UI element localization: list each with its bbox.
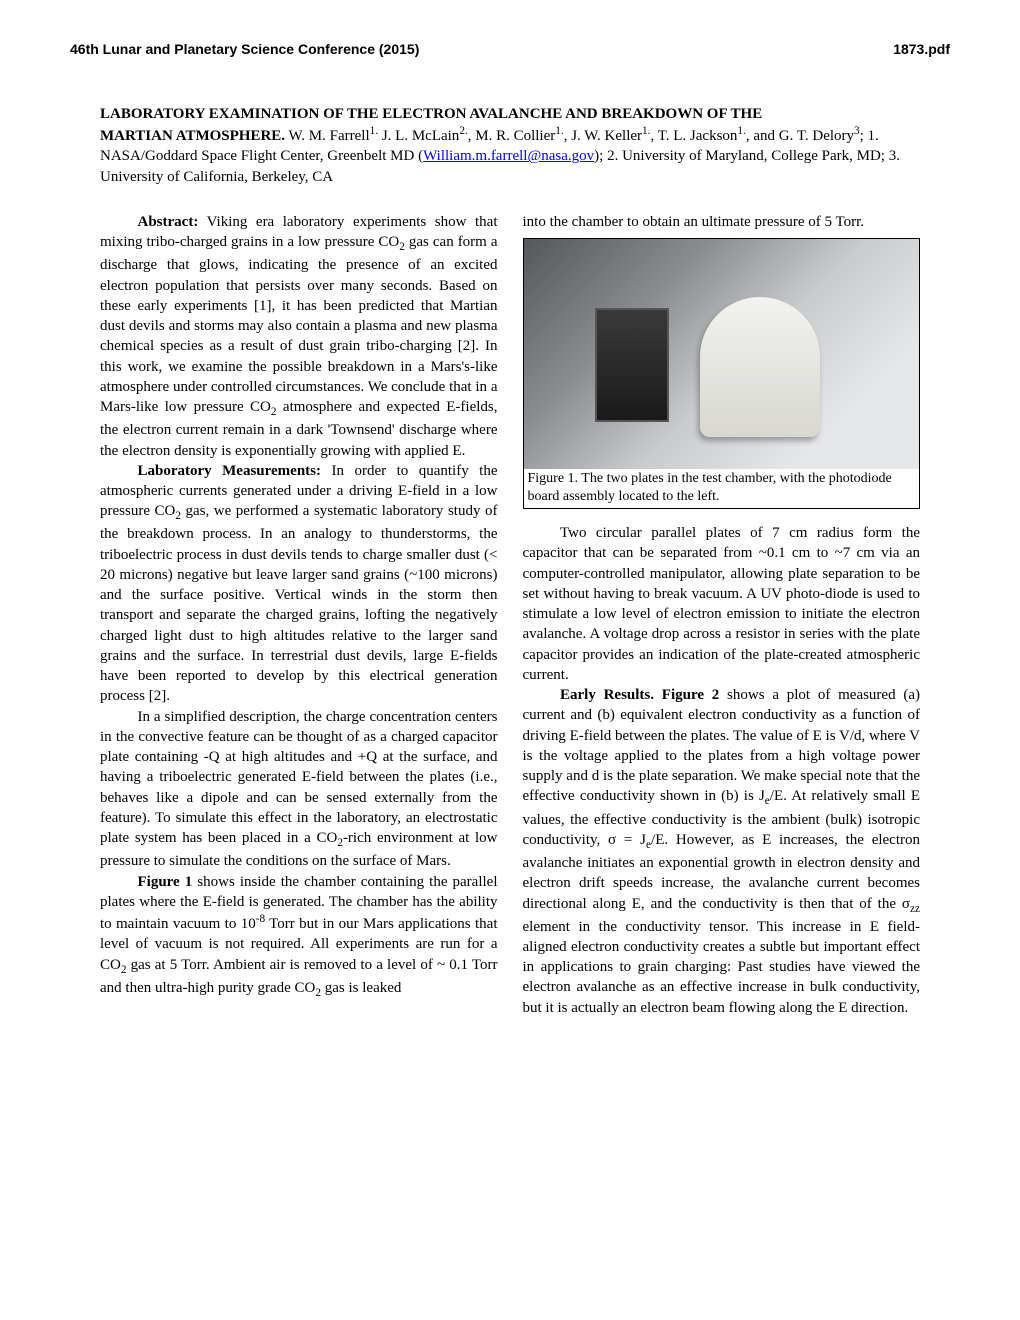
figure1-heading: Figure 1 — [138, 874, 193, 890]
authors-1: W. M. Farrell — [285, 128, 370, 144]
sup3: 1. — [555, 125, 563, 137]
email-link[interactable]: William.m.farrell@nasa.gov — [423, 148, 594, 164]
figure1-paragraph: Figure 1 shows inside the chamber contai… — [100, 872, 498, 1001]
sup1: 1. — [370, 125, 378, 137]
left-column: Abstract: Viking era laboratory experime… — [100, 212, 498, 1018]
figure-1-caption: Figure 1. The two plates in the test cha… — [524, 469, 920, 508]
sup5: 1. — [737, 125, 745, 137]
pdf-label: 1873.pdf — [893, 40, 950, 59]
early-results-paragraph: Early Results. Figure 2 shows a plot of … — [523, 685, 921, 1018]
lab-heading: Laboratory Measurements: — [138, 463, 322, 479]
right-column: into the chamber to obtain an ultimate p… — [523, 212, 921, 1018]
authors-6: , and G. T. Delory — [746, 128, 854, 144]
authors-3: , M. R. Collier — [468, 128, 556, 144]
abstract-paragraph: Abstract: Viking era laboratory experime… — [100, 212, 498, 461]
plates-paragraph: Two circular parallel plates of 7 cm rad… — [523, 523, 921, 685]
right-top-line: into the chamber to obtain an ultimate p… — [523, 212, 921, 232]
page-header: 46th Lunar and Planetary Science Confere… — [70, 40, 950, 59]
figure-1-box: Figure 1. The two plates in the test cha… — [523, 238, 921, 509]
title-line2: MARTIAN ATMOSPHERE. — [100, 128, 285, 144]
lab-measurements-paragraph: Laboratory Measurements: In order to qua… — [100, 461, 498, 707]
conference-name: 46th Lunar and Planetary Science Confere… — [70, 40, 419, 59]
two-column-layout: Abstract: Viking era laboratory experime… — [100, 212, 920, 1018]
early-results-heading: Early Results. Figure 2 — [560, 687, 719, 703]
title-block: LABORATORY EXAMINATION OF THE ELECTRON A… — [100, 104, 920, 187]
sup2: 2. — [459, 125, 467, 137]
abstract-heading: Abstract: — [138, 214, 199, 230]
title-line1: LABORATORY EXAMINATION OF THE ELECTRON A… — [100, 106, 762, 122]
authors-5: , T. L. Jackson — [650, 128, 737, 144]
authors-2: J. L. McLain — [378, 128, 459, 144]
authors-4: , J. W. Keller — [564, 128, 642, 144]
figure-1-image — [524, 239, 920, 469]
charge-description-paragraph: In a simplified description, the charge … — [100, 707, 498, 872]
